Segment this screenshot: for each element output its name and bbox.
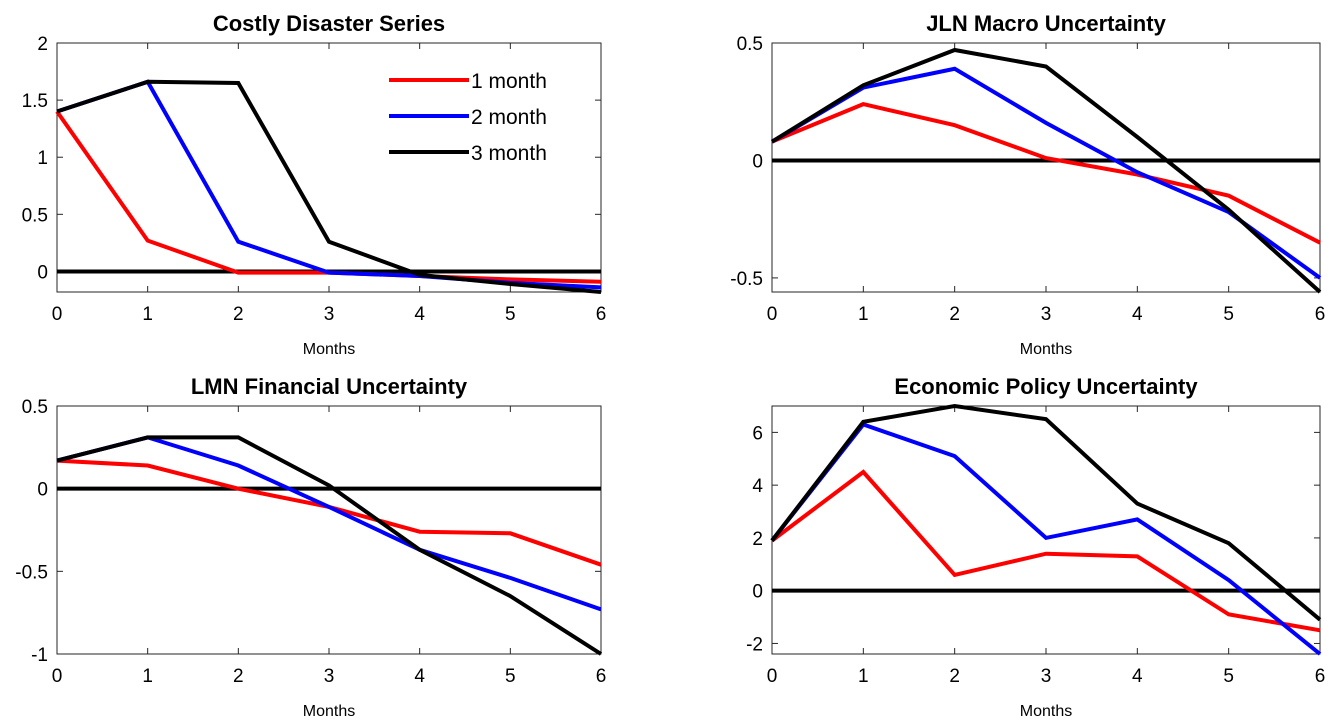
x-tick-label: 6 xyxy=(596,304,607,325)
x-tick-label: 1 xyxy=(858,304,869,325)
x-tick-label: 1 xyxy=(142,666,153,687)
x-tick-label: 5 xyxy=(505,666,516,687)
x-tick-label: 0 xyxy=(52,666,63,687)
x-axis-label: Months xyxy=(303,341,355,358)
x-tick-label: 2 xyxy=(949,666,960,687)
y-tick-label: 1 xyxy=(37,148,48,169)
x-tick-label: 2 xyxy=(949,304,960,325)
y-tick-label: -0.5 xyxy=(730,269,763,290)
y-tick-label: 4 xyxy=(752,476,763,497)
x-tick-label: 5 xyxy=(1223,666,1234,687)
x-axis-label: Months xyxy=(303,703,355,720)
x-axis-label: Months xyxy=(1020,341,1072,358)
x-tick-label: 6 xyxy=(1315,666,1326,687)
y-tick-label: 2 xyxy=(37,34,48,55)
y-tick-label: 2 xyxy=(752,529,763,550)
x-axis-label: Months xyxy=(1020,703,1072,720)
x-tick-label: 0 xyxy=(52,304,63,325)
y-tick-label: 0.5 xyxy=(737,34,763,55)
axes-box xyxy=(771,42,1321,293)
y-tick-label: 0 xyxy=(37,480,48,501)
chart-title: Costly Disaster Series xyxy=(213,11,445,36)
x-tick-label: 5 xyxy=(505,304,516,325)
x-tick-label: 3 xyxy=(1041,304,1052,325)
legend-entry-label: 3 month xyxy=(471,142,547,165)
y-tick-label: -1 xyxy=(31,645,48,666)
series-line-1-month xyxy=(771,102,1321,245)
y-tick-label: 0.5 xyxy=(22,397,48,418)
series-line-3-month xyxy=(770,403,1322,622)
chart-title: Economic Policy Uncertainty xyxy=(894,374,1198,399)
series-line-3-month xyxy=(56,79,602,294)
y-tick-label: -0.5 xyxy=(15,562,48,583)
x-tick-label: 4 xyxy=(1132,666,1143,687)
x-tick-label: 0 xyxy=(767,304,778,325)
y-tick-label: 0 xyxy=(37,262,48,283)
legend-entry-label: 2 month xyxy=(471,106,547,129)
chart-title: JLN Macro Uncertainty xyxy=(926,11,1166,36)
x-tick-label: 0 xyxy=(767,666,778,687)
legend-entry-label: 1 month xyxy=(471,70,547,93)
series-line-3-month xyxy=(56,435,603,656)
axes-box xyxy=(56,405,602,655)
y-tick-label: 6 xyxy=(752,423,763,444)
x-tick-label: 4 xyxy=(1132,304,1143,325)
y-tick-label: -2 xyxy=(746,634,763,655)
x-tick-label: 3 xyxy=(324,304,335,325)
x-tick-label: 1 xyxy=(142,304,153,325)
series-line-3-month xyxy=(770,47,1322,294)
x-tick-label: 3 xyxy=(1041,666,1052,687)
x-tick-label: 6 xyxy=(1315,304,1326,325)
y-tick-label: 1.5 xyxy=(22,91,48,112)
panel-costly-disaster: Costly Disaster Series 0 1 2 3 4 5 6 0 0.5 1 1.5 2 Mo… xyxy=(22,11,607,358)
y-tick-label: 0 xyxy=(752,582,763,603)
x-tick-label: 5 xyxy=(1223,304,1234,325)
y-tick-label: 0 xyxy=(752,151,763,172)
chart-title: LMN Financial Uncertainty xyxy=(191,374,468,399)
panel-lmn-financial: LMN Financial Uncertainty 0 1 2 3 4 5 6 -1 -0.5 0 0… xyxy=(15,374,606,720)
x-tick-label: 2 xyxy=(233,666,244,687)
x-tick-label: 4 xyxy=(414,304,425,325)
x-tick-label: 2 xyxy=(233,304,244,325)
x-tick-label: 3 xyxy=(324,666,335,687)
y-tick-label: 0.5 xyxy=(22,205,48,226)
x-tick-label: 1 xyxy=(858,666,869,687)
x-tick-label: 6 xyxy=(596,666,607,687)
series-line-1-month xyxy=(770,469,1321,633)
x-tick-label: 4 xyxy=(414,666,425,687)
